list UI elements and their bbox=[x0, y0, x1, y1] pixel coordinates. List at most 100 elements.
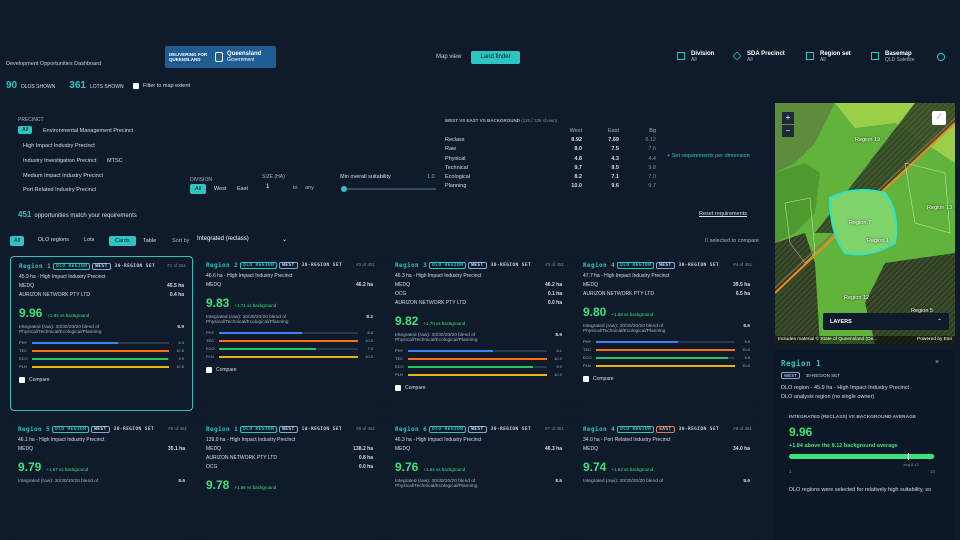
owner-row: MEDQ 39.5 ha bbox=[583, 282, 750, 288]
compare-table: West East Bg Reclass 8.92 7.69 8.12 Raw 8.0 7.… bbox=[445, 128, 656, 192]
owner-row: AURIZON NETWORK PTY LTD 6.5 ha bbox=[583, 291, 750, 297]
slider-thumb[interactable] bbox=[341, 186, 347, 192]
dimension-value: 9.0 bbox=[556, 364, 562, 369]
opportunity-card[interactable]: Region 1 DLO REGION WEST 30-REGION SET #1 of… bbox=[10, 256, 193, 411]
owner-name: MEDQ bbox=[206, 282, 221, 288]
owner-area: 138.2 ha bbox=[353, 446, 373, 452]
view-table-button[interactable]: Table bbox=[143, 238, 157, 244]
card-title: Region 1 DLO REGION WEST 10-REGION SET bbox=[206, 426, 343, 433]
size-min-input[interactable]: 1 bbox=[266, 184, 270, 190]
size-max-input[interactable]: any bbox=[305, 185, 314, 191]
map-panel[interactable]: Region 19 Region 7 Region 1 Region 13 Re… bbox=[775, 103, 955, 344]
map-label: Region 12 bbox=[844, 295, 870, 301]
theme-toggle-icon[interactable] bbox=[937, 53, 945, 61]
precinct-option[interactable]: High Impact Industry Precinct bbox=[23, 143, 95, 149]
detail-tag: WEST bbox=[781, 372, 800, 379]
reset-requirements-link[interactable]: Reset requirements bbox=[699, 211, 747, 217]
compare-cell-bg: 9.8 bbox=[648, 164, 656, 171]
owner-area: 0.4 ha bbox=[169, 292, 184, 298]
opportunity-card[interactable]: Region 4 DLO REGION WEST 30-REGION SET #4 of… bbox=[575, 256, 758, 406]
card-rank: #3 of 451 bbox=[545, 262, 564, 267]
dimension-value: 6.1 bbox=[556, 348, 562, 353]
sort-select[interactable]: Integrated (reclass) ⌄ bbox=[197, 236, 287, 243]
dimension-value: 10.0 bbox=[365, 354, 373, 359]
basemap-label: Basemap bbox=[885, 51, 912, 57]
division-all-pill[interactable]: All bbox=[190, 184, 207, 194]
dimension-bar: ECO 9.9 bbox=[19, 356, 184, 361]
precinct-option[interactable]: MTSC bbox=[107, 158, 123, 164]
sda-label: SDA Precinct bbox=[747, 51, 785, 57]
tab-lots[interactable]: Lots bbox=[84, 237, 95, 243]
opportunity-card[interactable]: Region 5 DLO REGION WEST 30-REGION SET #5 of… bbox=[10, 420, 193, 540]
detail-tag: 30-REGION SET bbox=[805, 373, 840, 378]
dimension-fill bbox=[32, 357, 168, 360]
compare-checkbox[interactable]: Compare bbox=[19, 377, 184, 383]
tab-all[interactable]: All bbox=[10, 236, 25, 246]
region-set-selector[interactable]: Region set All bbox=[806, 51, 851, 63]
division-west-pill[interactable]: West bbox=[214, 186, 227, 192]
chart-toggle-icon[interactable]: ⟋ bbox=[932, 111, 946, 125]
selected-num: 0 bbox=[705, 238, 709, 244]
precinct-option[interactable]: Port Related Industry Precinct bbox=[23, 187, 97, 193]
card-tag: 30-REGION SET bbox=[490, 263, 532, 268]
owner-area: 46.2 ha bbox=[356, 282, 373, 288]
compare-checkbox[interactable]: Compare bbox=[395, 385, 562, 391]
division-east-pill[interactable]: East bbox=[237, 186, 249, 192]
card-desc: Integrated (raw): 30/30/20/20 blend of Ph… bbox=[395, 479, 562, 489]
filter-extent-checkbox[interactable]: Filter to map extent bbox=[133, 83, 190, 89]
tab-dlo-regions[interactable]: DLO regions bbox=[38, 237, 69, 243]
precinct-option[interactable]: Environmental Management Precinct bbox=[43, 128, 134, 134]
card-rank: #1 of 451 bbox=[167, 263, 186, 268]
chevron-down-icon: ⌄ bbox=[281, 237, 287, 243]
opportunity-card[interactable]: Region 3 DLO REGION WEST 30-REGION SET #3 of… bbox=[387, 256, 570, 406]
dimension-fill bbox=[219, 339, 358, 342]
dimension-bar: PLN 10.0 bbox=[206, 354, 373, 359]
crest-icon bbox=[215, 52, 223, 62]
precinct-option[interactable]: Medium Impact Industry Precinct bbox=[23, 173, 104, 179]
dimension-value: 10.0 bbox=[176, 348, 184, 353]
sda-value: All bbox=[747, 57, 753, 63]
dimension-value: 6.3 bbox=[178, 340, 184, 345]
card-rank: #4 of 451 bbox=[733, 262, 752, 267]
precinct-all-pill[interactable]: All bbox=[18, 126, 33, 134]
compare-checkbox[interactable]: Compare bbox=[206, 367, 373, 373]
sda-precinct-selector[interactable]: SDA Precinct All bbox=[732, 51, 785, 63]
view-cards-button[interactable]: Cards bbox=[109, 236, 136, 246]
suitability-slider[interactable] bbox=[341, 186, 436, 192]
dimension-label: ECO bbox=[19, 356, 28, 361]
zoom-out-button[interactable]: − bbox=[782, 125, 794, 137]
dimension-fill bbox=[596, 348, 735, 351]
owner-name: MEDQ bbox=[395, 282, 410, 288]
compare-checkbox[interactable]: Compare bbox=[583, 376, 750, 382]
sort-value: Integrated (reclass) bbox=[197, 236, 249, 242]
opportunity-card[interactable]: Region 4 DLO REGION EAST 30-REGION SET #8 of… bbox=[575, 420, 758, 540]
opportunity-card[interactable]: Region 1 DLO REGION WEST 10-REGION SET #6 of… bbox=[198, 420, 381, 540]
land-finder-button[interactable]: Land finder bbox=[471, 51, 520, 64]
size-to-label: to bbox=[293, 185, 298, 191]
logo: DELIVERING FOR QUEENSLAND Queensland Gov… bbox=[165, 46, 276, 68]
owner-area: 0.0 ha bbox=[547, 300, 562, 306]
dimension-bar: PHY 5.9 bbox=[583, 339, 750, 344]
compare-cell-bg: 8.12 bbox=[645, 137, 656, 144]
basemap-selector[interactable]: Basemap QLD Satellite bbox=[871, 51, 914, 63]
card-tag: WEST bbox=[656, 262, 675, 269]
division-selector[interactable]: Division All bbox=[677, 51, 714, 63]
opportunity-card[interactable]: Region 6 DLO REGION WEST 30-REGION SET #7 of… bbox=[387, 420, 570, 540]
map-icon bbox=[871, 52, 879, 60]
set-requirements-link[interactable]: + Set requirements per dimension bbox=[667, 153, 750, 159]
close-icon[interactable]: × bbox=[935, 359, 940, 366]
zoom-in-button[interactable]: + bbox=[782, 112, 794, 124]
layers-panel-button[interactable]: LAYERS ⌃ bbox=[823, 313, 949, 330]
precinct-option[interactable]: Industry Investigation Precinct bbox=[23, 158, 97, 164]
owner-name: MEDQ bbox=[583, 446, 598, 452]
owner-area: 0.0 ha bbox=[358, 464, 373, 470]
compare-cell-east: 7.1 bbox=[611, 173, 619, 180]
opportunity-card[interactable]: Region 2 DLO REGION WEST 30-REGION SET #2 of… bbox=[198, 256, 381, 406]
owner-name: AURIZON NETWORK PTY LTD bbox=[19, 292, 90, 298]
card-subtitle: 46.6 ha - High Impact Industry Precinct bbox=[206, 273, 293, 279]
card-tag: DLO REGION bbox=[53, 263, 91, 270]
owner-row: AURIZON NETWORK PTY LTD 0.8 ha bbox=[206, 455, 373, 461]
map-label: Region 13 bbox=[927, 205, 953, 211]
card-title: Region 1 DLO REGION WEST 30-REGION SET bbox=[19, 263, 156, 270]
map-view-button[interactable]: Map view bbox=[436, 54, 462, 60]
